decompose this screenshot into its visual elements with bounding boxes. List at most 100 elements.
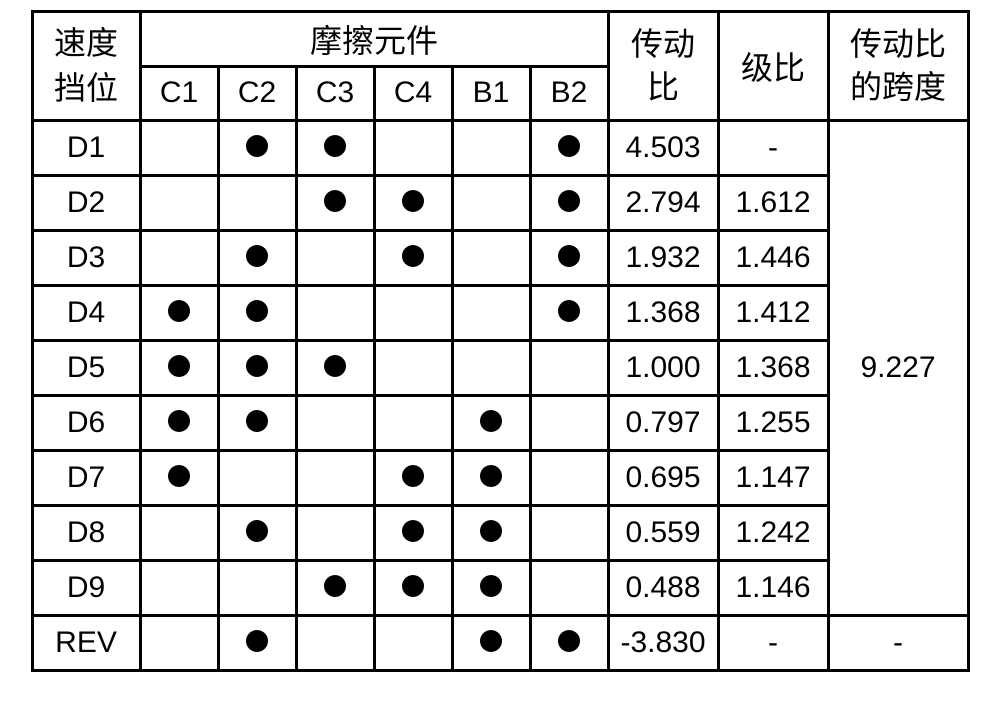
ratio-value: 0.797 [608, 395, 718, 450]
friction-cell [296, 560, 374, 615]
engaged-dot-icon [246, 135, 268, 157]
table-row: D41.3681.412 [32, 285, 968, 340]
engaged-dot-icon [324, 355, 346, 377]
friction-cell [140, 395, 218, 450]
friction-col-header: C2 [218, 67, 296, 120]
gear-label: D7 [32, 450, 140, 505]
friction-cell [530, 560, 608, 615]
ratio-value: 4.503 [608, 120, 718, 175]
gear-ratio-table: 速度挡位 摩擦元件 传动比 级比 传动比的跨度 C1 C2 C3 C4 B1 B… [31, 10, 970, 672]
friction-cell [452, 450, 530, 505]
friction-cell [530, 285, 608, 340]
table-row: D9 0.4881.146 [32, 560, 968, 615]
ratio-value: 1.368 [608, 285, 718, 340]
friction-cell [530, 450, 608, 505]
engaged-dot-icon [246, 520, 268, 542]
table-row: D7 0.6951.147 [32, 450, 968, 505]
step-value: - [718, 120, 828, 175]
friction-cell [374, 560, 452, 615]
friction-cell [452, 615, 530, 670]
friction-cell [374, 230, 452, 285]
friction-cell [218, 175, 296, 230]
step-value: 1.147 [718, 450, 828, 505]
step-value: 1.255 [718, 395, 828, 450]
friction-cell [140, 560, 218, 615]
friction-cell [296, 615, 374, 670]
friction-cell [452, 120, 530, 175]
engaged-dot-icon [480, 465, 502, 487]
friction-cell [374, 120, 452, 175]
friction-cell [296, 230, 374, 285]
engaged-dot-icon [168, 355, 190, 377]
friction-cell [140, 120, 218, 175]
engaged-dot-icon [246, 300, 268, 322]
gear-label: REV [32, 615, 140, 670]
friction-col-header: B1 [452, 67, 530, 120]
friction-cell [452, 175, 530, 230]
ratio-span-value: - [828, 615, 968, 670]
engaged-dot-icon [480, 575, 502, 597]
engaged-dot-icon [246, 245, 268, 267]
gear-label: D6 [32, 395, 140, 450]
engaged-dot-icon [558, 300, 580, 322]
friction-cell [374, 395, 452, 450]
gear-label: D9 [32, 560, 140, 615]
gear-label: D4 [32, 285, 140, 340]
engaged-dot-icon [168, 300, 190, 322]
friction-cell [374, 615, 452, 670]
friction-cell [218, 615, 296, 670]
friction-cell [296, 175, 374, 230]
friction-col-header: C3 [296, 67, 374, 120]
header-span: 传动比的跨度 [828, 12, 968, 121]
header-ratio: 传动比 [608, 12, 718, 121]
friction-cell [296, 120, 374, 175]
friction-cell [218, 505, 296, 560]
ratio-value: 0.488 [608, 560, 718, 615]
engaged-dot-icon [402, 190, 424, 212]
friction-cell [218, 395, 296, 450]
table-row: D22.7941.612 [32, 175, 968, 230]
friction-cell [530, 505, 608, 560]
table-row: D80.5591.242 [32, 505, 968, 560]
step-value: 1.612 [718, 175, 828, 230]
engaged-dot-icon [324, 190, 346, 212]
ratio-value: 1.000 [608, 340, 718, 395]
ratio-value: -3.830 [608, 615, 718, 670]
friction-cell [374, 285, 452, 340]
engaged-dot-icon [558, 190, 580, 212]
step-value: 1.146 [718, 560, 828, 615]
engaged-dot-icon [168, 410, 190, 432]
friction-cell [452, 560, 530, 615]
friction-cell [374, 450, 452, 505]
friction-cell [140, 450, 218, 505]
friction-cell [296, 340, 374, 395]
friction-cell [452, 395, 530, 450]
header-friction-group: 摩擦元件 [140, 12, 608, 67]
friction-col-header: C1 [140, 67, 218, 120]
friction-cell [218, 450, 296, 505]
table-row-rev: REV-3.830-- [32, 615, 968, 670]
header-step-text: 级比 [741, 50, 805, 86]
table-header: 速度挡位 摩擦元件 传动比 级比 传动比的跨度 C1 C2 C3 C4 B1 B… [32, 12, 968, 121]
ratio-value: 1.932 [608, 230, 718, 285]
friction-cell [140, 340, 218, 395]
ratio-value: 0.695 [608, 450, 718, 505]
engaged-dot-icon [402, 465, 424, 487]
friction-cell [296, 285, 374, 340]
header-speed-gear-text: 速度挡位 [54, 25, 118, 106]
table-row: D31.9321.446 [32, 230, 968, 285]
engaged-dot-icon [402, 575, 424, 597]
friction-cell [530, 615, 608, 670]
engaged-dot-icon [324, 575, 346, 597]
friction-cell [140, 285, 218, 340]
friction-cell [218, 560, 296, 615]
engaged-dot-icon [324, 135, 346, 157]
friction-col-header: B2 [530, 67, 608, 120]
friction-cell [140, 230, 218, 285]
engaged-dot-icon [480, 410, 502, 432]
engaged-dot-icon [402, 520, 424, 542]
friction-cell [530, 120, 608, 175]
friction-cell [452, 505, 530, 560]
friction-cell [218, 120, 296, 175]
engaged-dot-icon [246, 630, 268, 652]
